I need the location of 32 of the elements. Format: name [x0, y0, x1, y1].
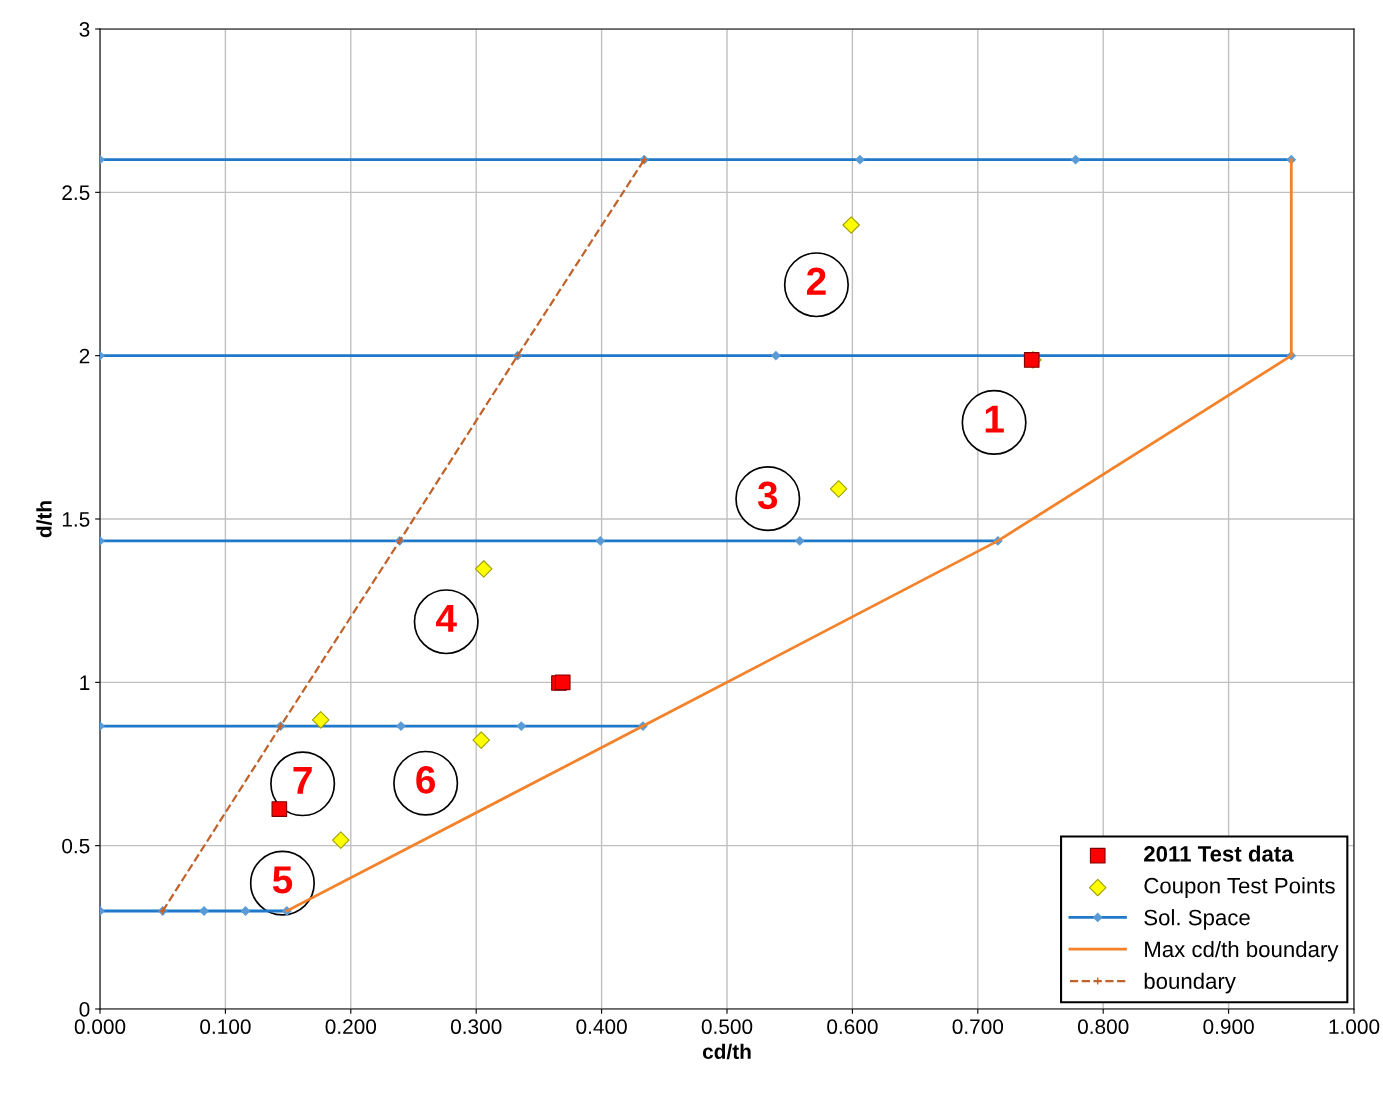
y-tick-label: 2.5	[62, 185, 90, 201]
x-tick-label: 0.600	[827, 1019, 878, 1035]
annotation: 6	[416, 766, 436, 794]
y-tick-label: 1.5	[62, 512, 90, 527]
legend-label: Max cd/th boundary	[1145, 940, 1339, 962]
y-tick-label: 3	[79, 22, 90, 37]
legend-label: boundary	[1144, 972, 1236, 994]
x-tick-label: 0.500	[701, 1019, 753, 1035]
x-tick-label: 0.400	[576, 1019, 627, 1035]
annotation: 2	[806, 267, 826, 295]
y-tick-label: 2	[79, 348, 90, 364]
x-tick-label: 0.200	[325, 1019, 377, 1035]
legend-label: Coupon Test Points	[1144, 877, 1335, 898]
annotation: 3	[757, 481, 778, 510]
y-tick-label: 0.5	[62, 838, 90, 854]
annotation: 7	[293, 767, 312, 794]
x-axis-title: cd/th	[702, 1043, 751, 1060]
x-tick-label: 0.900	[1203, 1019, 1254, 1035]
legend-label: Sol. Space	[1144, 909, 1250, 930]
annotation: 1	[985, 405, 1004, 433]
legend-label: 2011 Test data	[1144, 845, 1294, 862]
x-tick-label: 0.700	[952, 1019, 1004, 1035]
annotation: 5	[272, 866, 293, 894]
annotation: 4	[436, 605, 457, 632]
y-axis-title: d/th	[36, 501, 52, 538]
y-tick-label: 0	[79, 1002, 90, 1017]
x-tick-label: 0.800	[1077, 1019, 1129, 1035]
x-tick-label: 1.000	[1329, 1019, 1380, 1035]
x-tick-label: 0.300	[450, 1019, 502, 1035]
x-tick-label: 0.100	[200, 1019, 251, 1035]
y-tick-label: 1	[80, 675, 90, 690]
x-tick-label: 0.000	[74, 1019, 126, 1035]
